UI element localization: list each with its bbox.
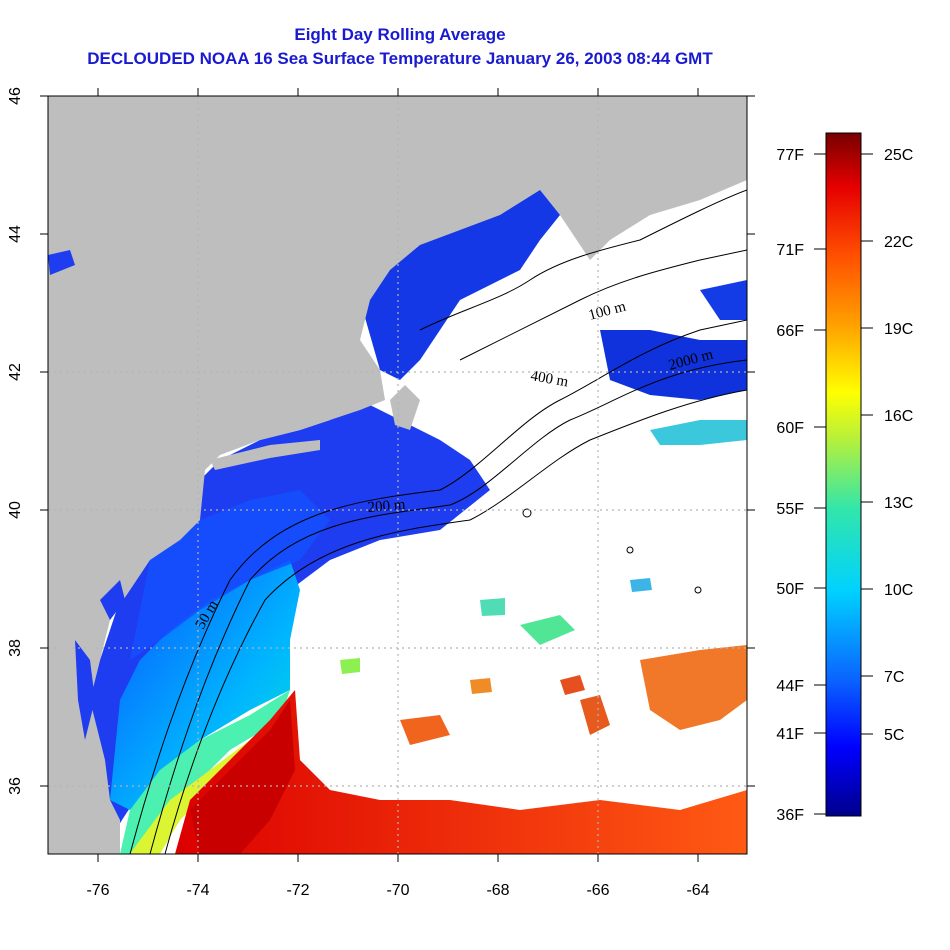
y-tick-label: 36: [7, 777, 24, 795]
cold-water-georges: [600, 330, 747, 400]
celsius-label: 5C: [884, 727, 904, 744]
x-tick-label: -76: [86, 882, 109, 899]
warm-patch-3: [400, 715, 450, 745]
celsius-label: 16C: [884, 408, 913, 425]
x-axis-labels: -76 -74 -72 -70 -68 -66 -64: [86, 882, 709, 899]
celsius-label: 22C: [884, 234, 913, 251]
cool-patch-4: [650, 420, 747, 445]
fahrenheit-label: 66F: [776, 323, 804, 340]
fahrenheit-label: 50F: [776, 581, 804, 598]
cold-water-patch-ne: [700, 280, 747, 320]
y-tick-label: 44: [7, 225, 24, 243]
fahrenheit-label: 77F: [776, 147, 804, 164]
gulf-stream-core: [190, 700, 295, 854]
map-area: 50 m 200 m 100 m 400 m 2000 m: [48, 96, 747, 854]
fahrenheit-label: 55F: [776, 501, 804, 518]
y-axis-labels: 36 38 40 42 44 46: [7, 87, 24, 795]
x-tick-label: -64: [686, 882, 709, 899]
shelf-water-inner: [130, 490, 330, 660]
map-title: Eight Day Rolling Average: [294, 25, 506, 44]
chesapeake-bay: [75, 640, 95, 740]
y-tick-label: 46: [7, 87, 24, 105]
land-long-island: [210, 440, 320, 470]
fahrenheit-label: 71F: [776, 242, 804, 259]
celsius-ticks: [861, 153, 873, 735]
map-grid: [48, 96, 747, 854]
fahrenheit-labels: 77F 71F 66F 60F 55F 50F 44F 41F 36F: [776, 147, 804, 824]
warm-patch-4: [560, 675, 585, 695]
y-tick-label: 42: [7, 363, 24, 381]
lake-ontario-patch: [48, 250, 75, 275]
map-subtitle: DECLOUDED NOAA 16 Sea Surface Temperatur…: [87, 49, 713, 68]
fahrenheit-label: 44F: [776, 678, 804, 695]
celsius-label: 13C: [884, 495, 913, 512]
land-mainland: [48, 96, 747, 854]
delaware-bay: [100, 580, 125, 620]
cool-patch-5: [630, 578, 652, 592]
bathymetry-contours: [129, 189, 747, 854]
x-tick-label: -68: [486, 882, 509, 899]
cool-patch-3: [340, 658, 360, 674]
cool-patch-2: [480, 598, 505, 616]
celsius-label: 10C: [884, 582, 913, 599]
warm-patch-5: [470, 678, 492, 694]
fahrenheit-label: 60F: [776, 420, 804, 437]
y-axis-ticks: [40, 95, 755, 787]
warm-patch-2: [580, 695, 610, 735]
x-axis-ticks: [97, 88, 699, 862]
temperature-colorbar: [825, 132, 862, 817]
x-tick-label: -74: [186, 882, 209, 899]
celsius-labels: 25C 22C 19C 16C 13C 10C 7C 5C: [884, 147, 913, 744]
fahrenheit-label: 41F: [776, 726, 804, 743]
y-tick-label: 38: [7, 639, 24, 657]
celsius-label: 19C: [884, 321, 913, 338]
cool-patch-1: [520, 615, 575, 645]
fahrenheit-ticks: [814, 153, 826, 815]
y-tick-label: 40: [7, 501, 24, 519]
land-nova-scotia: [560, 150, 747, 260]
x-tick-label: -70: [386, 882, 409, 899]
warm-patch-1: [640, 645, 747, 730]
contour-label-200m: 200 m: [367, 497, 406, 516]
gulf-stream-water: [175, 690, 747, 854]
contour-label-400m: 400 m: [529, 368, 569, 390]
x-tick-label: -66: [586, 882, 609, 899]
fahrenheit-label: 36F: [776, 807, 804, 824]
x-tick-label: -72: [286, 882, 309, 899]
celsius-label: 7C: [884, 669, 904, 686]
celsius-label: 25C: [884, 147, 913, 164]
